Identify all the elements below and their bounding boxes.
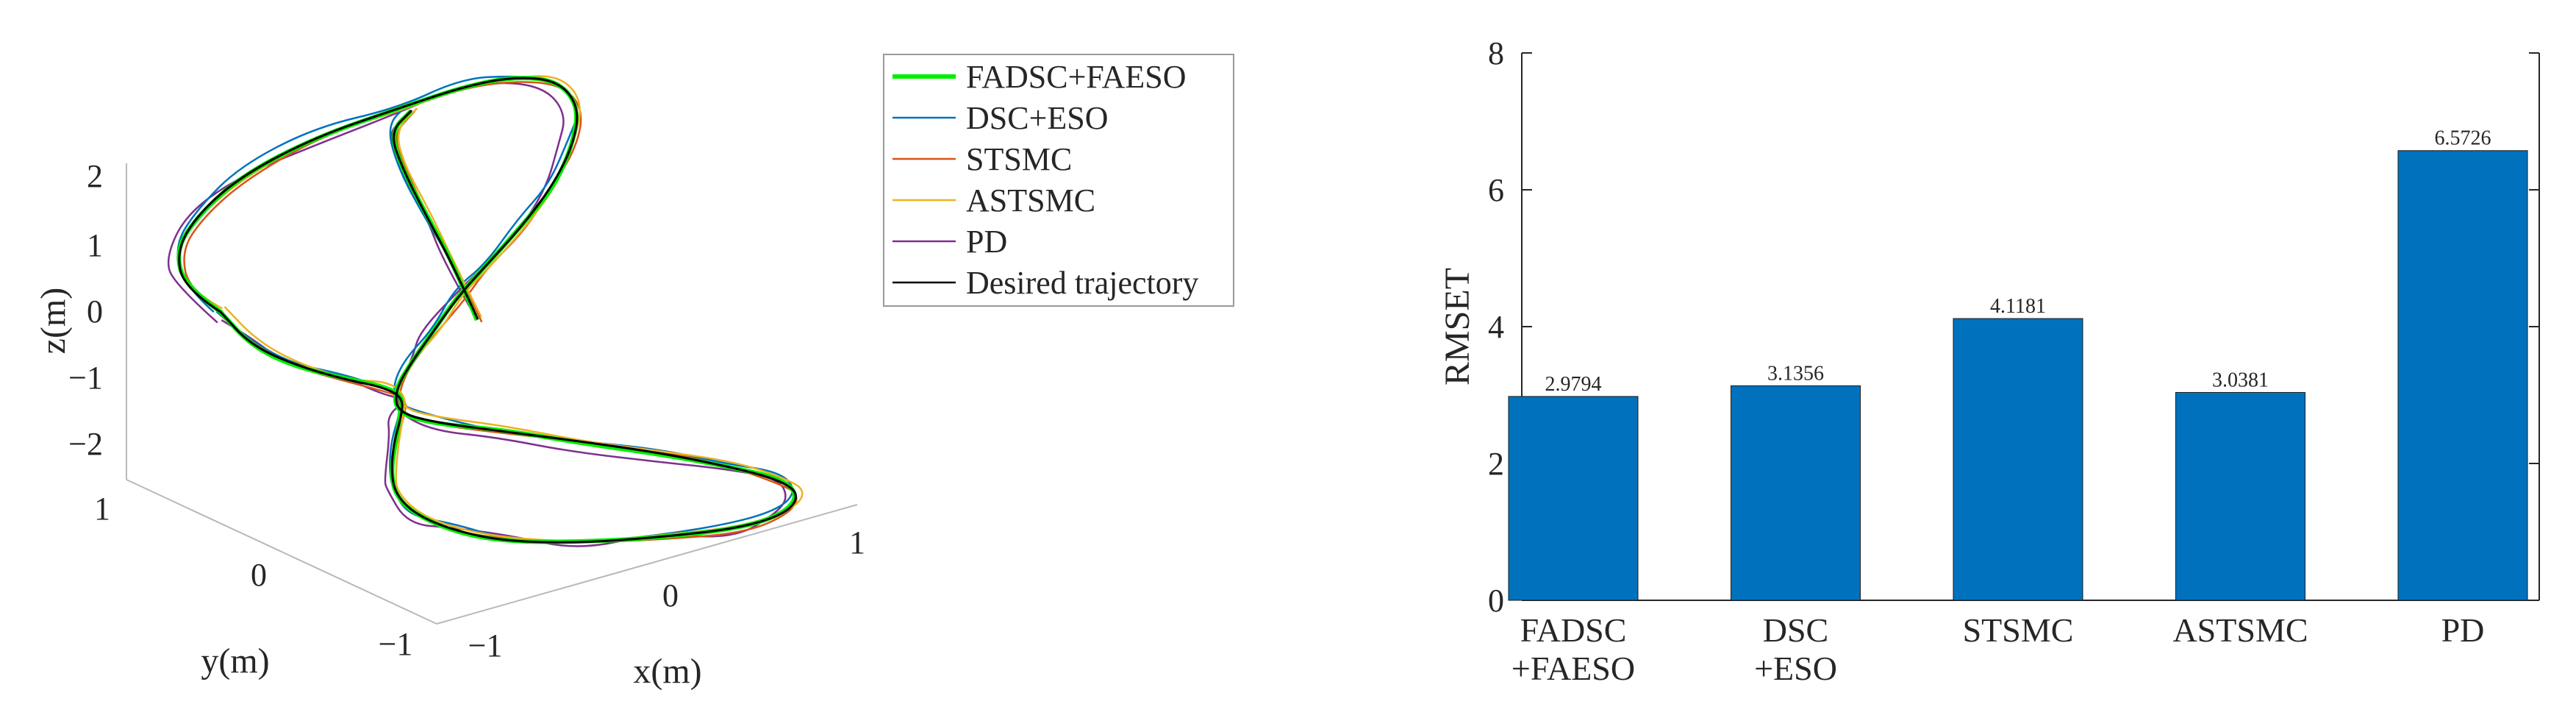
y-tick-label: 1 <box>94 491 110 527</box>
legend-label: FADSC+FAESO <box>966 59 1187 95</box>
bar <box>2175 391 2305 601</box>
x-tick-label: 1 <box>849 525 865 561</box>
x-tick-label: −1 <box>468 628 503 664</box>
bar-value-label: 4.1181 <box>1990 295 2046 318</box>
y-tick-label: 4 <box>1488 309 1504 345</box>
y-tick-label: 0 <box>1488 583 1504 619</box>
y-axis-line <box>126 479 437 625</box>
trajectory-line <box>176 76 797 544</box>
trajectory-line <box>183 81 798 543</box>
legend-box <box>883 54 1234 307</box>
z-axis-title: z(m) <box>34 288 73 355</box>
legend-label: PD <box>966 224 1007 260</box>
bar-value-label: 3.1356 <box>1767 362 1824 385</box>
trajectory-line-inner <box>393 109 479 320</box>
bar <box>1953 318 2083 601</box>
category-label: ASTSMC <box>2172 611 2308 649</box>
trajectory-line <box>178 77 798 544</box>
legend-label: DSC+ESO <box>966 100 1109 136</box>
3d-tick-labels: 2 1 0 −1 −2 1 0 −1 −1 0 1 <box>68 158 865 664</box>
trajectory-3d-plot: 2 1 0 −1 −2 1 0 −1 −1 0 1 z(m) y(m) x(m) <box>34 75 865 691</box>
bar-value-label: 6.5726 <box>2435 127 2491 150</box>
bar-value-label: 2.9794 <box>1545 373 1602 396</box>
bar-y-ticks: 0 2 4 6 8 <box>1488 35 2539 619</box>
legend: FADSC+FAESO DSC+ESO STSMC ASTSMC PD Desired t… <box>883 54 1234 307</box>
category-label: +ESO <box>1754 650 1837 687</box>
x-axis-line <box>436 504 858 625</box>
trajectory-line-inner <box>397 107 482 318</box>
trajectory-line <box>176 75 794 543</box>
category-label: DSC <box>1763 611 1828 649</box>
legend-label: Desired trajectory <box>966 265 1198 301</box>
3d-axes <box>126 163 858 625</box>
y-axis-title: y(m) <box>201 641 269 680</box>
category-label: FADSC <box>1520 611 1627 649</box>
bars: 2.9794 3.1356 4.1181 3.0381 6.5726 <box>1508 127 2528 601</box>
x-tick-label: 0 <box>662 577 679 614</box>
bar-value-label: 3.0381 <box>2212 369 2269 391</box>
z-tick-label: −1 <box>68 360 103 396</box>
legend-label: ASTSMC <box>966 182 1095 218</box>
y-tick-label: −1 <box>379 626 413 662</box>
legend-label: STSMC <box>966 141 1072 177</box>
z-tick-label: 0 <box>87 294 103 330</box>
z-tick-label: −2 <box>68 426 103 462</box>
trajectory-line <box>179 75 804 542</box>
category-labels: FADSC+FAESO DSC+ESO STSMC ASTSMC PD <box>1511 611 2485 687</box>
rmset-bar-chart: 0 2 4 6 8 2.9794 3.1356 4.1181 3.0381 6.5726 FAD… <box>1438 35 2540 687</box>
trajectory-lines <box>167 75 804 547</box>
x-axis-title: x(m) <box>633 652 701 691</box>
bar <box>1508 396 1639 601</box>
y-tick-label: 8 <box>1488 35 1504 71</box>
z-tick-label: 1 <box>87 227 103 263</box>
bar <box>1731 385 1861 601</box>
category-label: STSMC <box>1963 611 2074 649</box>
y-tick-label: 0 <box>251 557 267 593</box>
y-tick-label: 2 <box>1488 446 1504 482</box>
category-label: PD <box>2441 611 2485 649</box>
z-tick-label: 2 <box>87 158 103 194</box>
bar-y-axis-title: RMSET <box>1438 268 1477 385</box>
bar <box>2397 150 2528 601</box>
category-label: +FAESO <box>1511 650 1635 687</box>
y-tick-label: 6 <box>1488 172 1504 208</box>
